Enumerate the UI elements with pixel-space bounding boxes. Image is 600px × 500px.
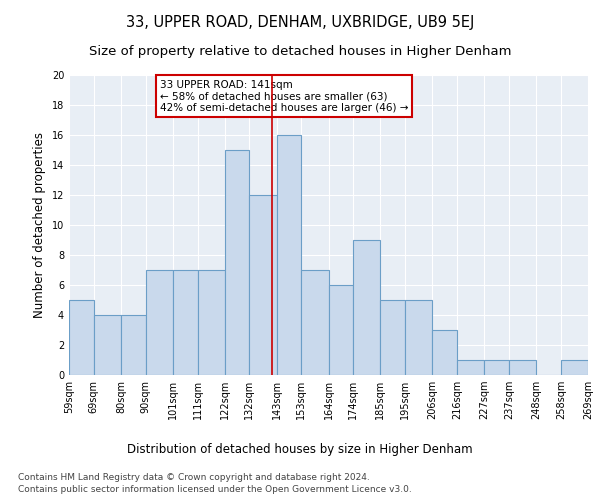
Bar — [457, 360, 484, 375]
Text: Contains HM Land Registry data © Crown copyright and database right 2024.: Contains HM Land Registry data © Crown c… — [18, 472, 370, 482]
Bar — [225, 150, 250, 375]
Bar — [277, 135, 301, 375]
Bar — [301, 270, 329, 375]
Bar — [405, 300, 433, 375]
Y-axis label: Number of detached properties: Number of detached properties — [33, 132, 46, 318]
Bar — [509, 360, 536, 375]
Bar — [94, 315, 121, 375]
Bar — [433, 330, 457, 375]
Text: Size of property relative to detached houses in Higher Denham: Size of property relative to detached ho… — [89, 45, 511, 58]
Bar — [380, 300, 405, 375]
Text: 33, UPPER ROAD, DENHAM, UXBRIDGE, UB9 5EJ: 33, UPPER ROAD, DENHAM, UXBRIDGE, UB9 5E… — [126, 15, 474, 30]
Bar — [146, 270, 173, 375]
Text: Contains public sector information licensed under the Open Government Licence v3: Contains public sector information licen… — [18, 485, 412, 494]
Text: Distribution of detached houses by size in Higher Denham: Distribution of detached houses by size … — [127, 442, 473, 456]
Bar — [484, 360, 509, 375]
Text: 33 UPPER ROAD: 141sqm
← 58% of detached houses are smaller (63)
42% of semi-deta: 33 UPPER ROAD: 141sqm ← 58% of detached … — [160, 80, 409, 112]
Bar — [69, 300, 94, 375]
Bar — [329, 285, 353, 375]
Bar — [197, 270, 224, 375]
Bar — [353, 240, 380, 375]
Bar — [173, 270, 197, 375]
Bar — [250, 195, 277, 375]
Bar — [561, 360, 588, 375]
Bar — [121, 315, 146, 375]
